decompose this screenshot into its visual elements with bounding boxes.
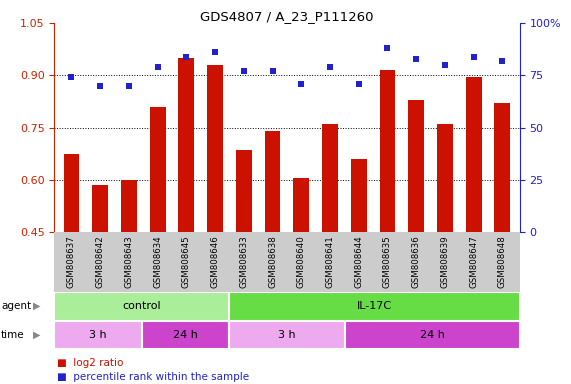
- Point: [124, 83, 134, 89]
- Text: GSM808648: GSM808648: [498, 235, 507, 288]
- Text: GSM808633: GSM808633: [239, 235, 248, 288]
- Bar: [54, 292, 229, 321]
- Text: GSM808640: GSM808640: [297, 235, 306, 288]
- Bar: [207, 65, 223, 232]
- Text: ▶: ▶: [33, 301, 41, 311]
- Bar: [93, 185, 108, 232]
- Point: [182, 53, 191, 60]
- Bar: [345, 321, 520, 349]
- Text: agent: agent: [1, 301, 31, 311]
- Text: GSM808637: GSM808637: [67, 235, 76, 288]
- Text: time: time: [1, 330, 25, 340]
- Point: [95, 83, 104, 89]
- Point: [383, 45, 392, 51]
- Text: ▶: ▶: [33, 330, 41, 340]
- Point: [268, 68, 277, 74]
- Text: GSM808641: GSM808641: [325, 235, 335, 288]
- Text: control: control: [122, 301, 161, 311]
- Bar: [466, 77, 481, 232]
- Text: GSM808644: GSM808644: [354, 235, 363, 288]
- Bar: [229, 292, 520, 321]
- Text: 24 h: 24 h: [172, 330, 198, 340]
- Bar: [437, 124, 453, 232]
- Text: GSM808646: GSM808646: [211, 235, 220, 288]
- Point: [412, 56, 421, 62]
- Text: 24 h: 24 h: [420, 330, 445, 340]
- Text: 3 h: 3 h: [278, 330, 296, 340]
- Text: GSM808647: GSM808647: [469, 235, 478, 288]
- Text: ■  percentile rank within the sample: ■ percentile rank within the sample: [57, 372, 249, 382]
- Bar: [142, 321, 229, 349]
- Bar: [408, 100, 424, 232]
- Text: IL-17C: IL-17C: [357, 301, 392, 311]
- Bar: [351, 159, 367, 232]
- Bar: [322, 124, 338, 232]
- Bar: [236, 151, 252, 232]
- Text: GSM808638: GSM808638: [268, 235, 277, 288]
- Bar: [121, 180, 137, 232]
- Bar: [150, 107, 166, 232]
- Text: GDS4807 / A_23_P111260: GDS4807 / A_23_P111260: [200, 10, 373, 23]
- Text: ■  log2 ratio: ■ log2 ratio: [57, 358, 123, 368]
- Bar: [54, 321, 142, 349]
- Bar: [494, 103, 510, 232]
- Point: [469, 53, 478, 60]
- Point: [297, 81, 306, 87]
- Point: [153, 64, 162, 70]
- Bar: [229, 321, 345, 349]
- Text: GSM808634: GSM808634: [153, 235, 162, 288]
- Text: GSM808645: GSM808645: [182, 235, 191, 288]
- Point: [211, 49, 220, 55]
- Bar: [293, 178, 309, 232]
- Bar: [63, 154, 79, 232]
- Text: GSM808643: GSM808643: [124, 235, 134, 288]
- Bar: [179, 58, 194, 232]
- Text: GSM808635: GSM808635: [383, 235, 392, 288]
- Point: [67, 74, 76, 81]
- Text: GSM808639: GSM808639: [440, 235, 449, 288]
- Point: [239, 68, 248, 74]
- Point: [440, 62, 449, 68]
- Point: [354, 81, 363, 87]
- Point: [498, 58, 507, 64]
- Point: [325, 64, 335, 70]
- Bar: [265, 131, 280, 232]
- Bar: [380, 70, 395, 232]
- Text: GSM808642: GSM808642: [96, 235, 104, 288]
- Text: GSM808636: GSM808636: [412, 235, 421, 288]
- Text: 3 h: 3 h: [89, 330, 107, 340]
